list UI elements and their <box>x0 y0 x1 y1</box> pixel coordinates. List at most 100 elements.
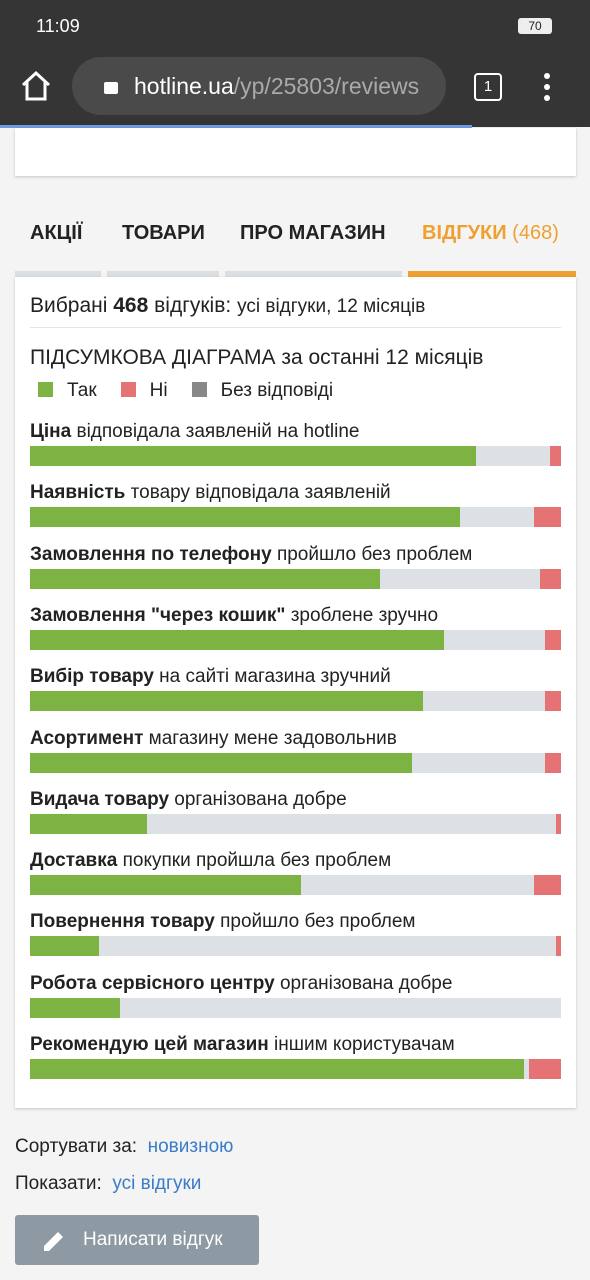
item-bold: Ціна <box>30 421 72 442</box>
url-host: hotline.ua <box>134 73 234 99</box>
item-label: Замовлення по телефону пройшло без пробл… <box>30 544 472 566</box>
bar-yes <box>30 507 461 528</box>
item-bold: Вибір товару <box>30 666 154 688</box>
item-label: Ціна відповідала заявленій на hotline <box>30 421 359 443</box>
bar-yes <box>30 629 445 650</box>
item-text: товару відповідала заявленій <box>130 482 391 504</box>
item-label: Асортимент магазину мене задовольнив <box>30 728 397 750</box>
item-text: пройшло без проблем <box>276 543 473 565</box>
show-row: Показати: усі відгуки <box>15 1173 201 1195</box>
item-text: пройшло без проблем <box>220 911 416 933</box>
item-text: на сайті магазина зручний <box>159 666 391 688</box>
tab-underline <box>107 271 219 277</box>
legend: Так Ні Без відповіді <box>38 380 357 402</box>
item-bold: Замовлення "через кошик" <box>30 604 286 626</box>
url-path: /yp/25803/reviews <box>233 73 420 99</box>
text: за останні 12 місяців <box>281 346 484 369</box>
legend-label: Без відповіді <box>220 380 334 401</box>
item-label: Замовлення "через кошик" зроблене зручно <box>30 605 438 627</box>
text: відгуків: <box>154 294 232 317</box>
bar-track <box>30 629 561 650</box>
button-label: Написати відгук <box>83 1229 223 1250</box>
label: Показати: <box>15 1173 102 1194</box>
bar-track <box>30 997 561 1018</box>
item-bold: Асортимент <box>30 727 144 749</box>
text: ПІДСУМКОВА ДІАГРАМА <box>30 346 276 369</box>
bar-no <box>534 507 561 528</box>
bar-track <box>30 507 561 528</box>
load-progress <box>0 125 472 128</box>
tab[interactable]: АКЦІЇ <box>30 222 83 244</box>
selection-line: Вибрані 468 відгуків: усі відгуки, 12 мі… <box>30 294 425 318</box>
bar-yes <box>30 997 121 1018</box>
tab-active[interactable]: ВІДГУКИ (468) <box>422 222 559 245</box>
bar-track <box>30 1059 561 1079</box>
bar-track <box>30 813 561 834</box>
show-link[interactable]: усі відгуки <box>112 1173 202 1194</box>
bar-yes <box>30 752 413 773</box>
item-label: Наявність товару відповідала заявленій <box>30 482 391 504</box>
item-bold: Замовлення по телефону <box>30 543 272 565</box>
item-text: магазину мене задовольнив <box>148 727 397 749</box>
legend-swatch <box>38 382 53 397</box>
bar-track <box>30 691 561 712</box>
bar-no <box>545 691 561 712</box>
battery: 70 <box>518 18 552 34</box>
divider <box>30 327 561 328</box>
tab[interactable]: ПРО МАГАЗИН <box>240 222 386 244</box>
tab-label: ВІДГУКИ <box>422 222 507 244</box>
tab[interactable]: ТОВАРИ <box>122 222 205 244</box>
item-bold: Доставка <box>30 850 118 872</box>
bar-track <box>30 936 561 957</box>
clock: 11:09 <box>36 16 80 36</box>
summary-title: ПІДСУМКОВА ДІАГРАМА за останні 12 місяці… <box>30 346 483 370</box>
tab-switcher[interactable]: 1 <box>474 73 502 101</box>
bar-no <box>555 813 561 834</box>
bar-yes <box>30 813 147 834</box>
bar-no <box>539 568 561 589</box>
tab-underline-active <box>408 271 576 277</box>
text: усі відгуки, 12 місяців <box>237 296 426 317</box>
bar-track <box>30 446 561 466</box>
text: Вибрані <box>30 294 108 317</box>
item-text: іншим користувачам <box>274 1034 455 1055</box>
bar-no <box>555 936 561 957</box>
menu-button[interactable] <box>540 72 554 102</box>
bar-yes <box>30 691 423 712</box>
item-text: зроблене зручно <box>290 604 439 626</box>
item-label: Доставка покупки пройшла без проблем <box>30 850 391 872</box>
bar-track <box>30 568 561 589</box>
top-card <box>15 128 576 176</box>
item-bold: Робота сервісного центру <box>30 972 275 994</box>
home-button[interactable] <box>20 70 52 102</box>
item-label: Вибір товару на сайті магазина зручний <box>30 666 391 688</box>
url-bar[interactable]: hotline.ua/yp/25803/reviews <box>72 57 446 115</box>
item-label: Повернення товару пройшло без проблем <box>30 911 416 933</box>
bar-yes <box>30 568 381 589</box>
item-bold: Повернення товару <box>30 911 215 933</box>
bar-track <box>30 875 561 896</box>
bar-track <box>30 752 561 773</box>
tab-count: (468) <box>512 222 559 244</box>
item-text: організована добре <box>174 788 347 810</box>
item-label: Видача товару організована добре <box>30 789 347 811</box>
count: 468 <box>113 294 149 317</box>
item-text: покупки пройшла без проблем <box>122 850 392 872</box>
legend-label: Так <box>67 380 97 401</box>
sort-row: Сортувати за: новизною <box>15 1136 233 1158</box>
write-review-button[interactable]: Написати відгук <box>15 1215 259 1265</box>
tab-underline <box>15 271 101 277</box>
item-label: Робота сервісного центру організована до… <box>30 973 452 995</box>
bar-no <box>545 629 561 650</box>
item-label: Рекомендую цей магазин іншим користувача… <box>30 1034 455 1056</box>
bar-yes <box>30 1059 524 1079</box>
label: Сортувати за: <box>15 1136 138 1157</box>
bar-yes <box>30 875 301 896</box>
sort-link[interactable]: новизною <box>147 1136 234 1157</box>
legend-swatch <box>191 382 207 397</box>
bar-no <box>534 875 561 896</box>
item-bold: Видача товару <box>30 788 170 810</box>
bar-yes <box>30 446 477 466</box>
bar-no <box>550 446 561 466</box>
